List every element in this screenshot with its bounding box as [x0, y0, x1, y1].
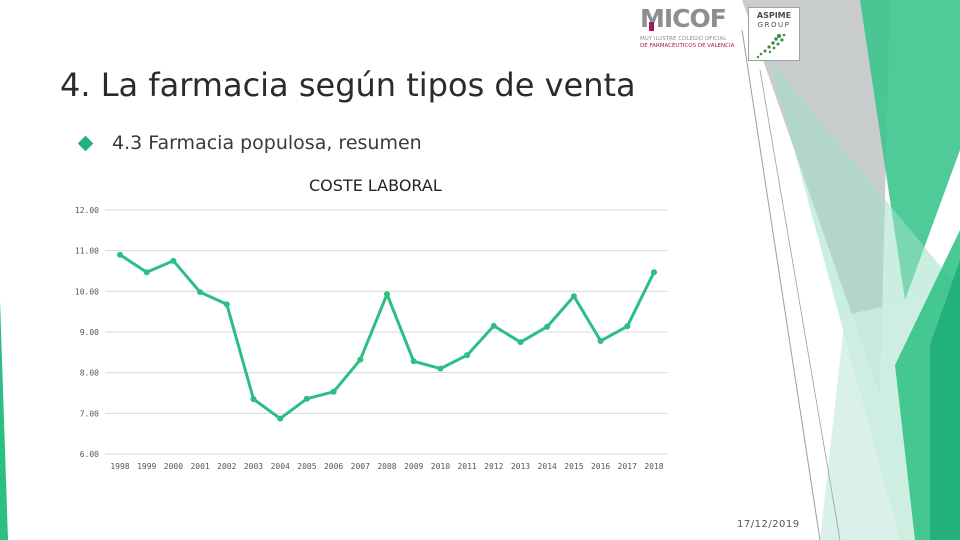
deco-line [759, 69, 841, 540]
y-tick-label: 8.00 [80, 369, 99, 378]
data-point [117, 251, 123, 258]
deco-line [741, 29, 821, 540]
x-tick-label: 2013 [511, 462, 530, 471]
x-tick-label: 2008 [377, 462, 396, 471]
x-tick-label: 1999 [137, 462, 156, 471]
micof-logo-dot [649, 22, 654, 31]
micof-logo: MICOF MUY ILUSTRE COLEGIO OFICIAL DE FAR… [640, 6, 740, 56]
deco-green-top [860, 0, 960, 300]
footer-date: 17/12/2019 [737, 519, 800, 530]
micof-logo-subtitle: MUY ILUSTRE COLEGIO OFICIAL DE FARMACÉUT… [640, 36, 740, 50]
data-point [624, 323, 631, 330]
aspime-logo: ASPIME GROUP [748, 7, 800, 61]
data-point [170, 257, 177, 264]
x-tick-label: 2000 [164, 462, 183, 471]
aspime-leaf-icon [756, 33, 786, 59]
x-tick-label: 2014 [538, 462, 557, 471]
data-point [384, 291, 390, 298]
data-point [303, 395, 310, 402]
data-point [277, 415, 284, 422]
data-point [250, 396, 257, 403]
data-point [437, 365, 444, 372]
x-tick-label: 2016 [591, 462, 610, 471]
y-tick-label: 10.00 [75, 287, 99, 296]
data-point [410, 358, 417, 365]
y-tick-label: 12.00 [75, 206, 99, 215]
data-point [517, 339, 524, 346]
x-tick-label: 2015 [564, 462, 583, 471]
y-tick-label: 11.00 [75, 247, 99, 256]
x-tick-label: 2002 [217, 462, 236, 471]
data-point [143, 269, 150, 276]
micof-logo-line2: DE FARMACÉUTICOS DE VALENCIA [640, 43, 735, 49]
x-tick-label: 2010 [431, 462, 450, 471]
x-tick-label: 2012 [484, 462, 503, 471]
data-point [197, 289, 204, 296]
deco-dark-right [930, 260, 960, 540]
x-tick-label: 2017 [618, 462, 637, 471]
x-tick-label: 2004 [271, 462, 290, 471]
data-point [490, 322, 497, 329]
slide-title: 4. La farmacia según tipos de venta [60, 66, 636, 104]
x-tick-label: 2011 [457, 462, 476, 471]
series-line [119, 253, 656, 421]
data-point [570, 293, 577, 300]
x-tick-label: 2003 [244, 462, 263, 471]
data-point [651, 269, 657, 276]
data-point [223, 301, 230, 308]
aspime-logo-group: GROUP [757, 21, 791, 29]
data-point [357, 356, 364, 363]
data-point [464, 352, 471, 359]
aspime-logo-wordmark: ASPIME [756, 11, 792, 20]
x-tick-label: 2005 [297, 462, 316, 471]
chart-title: COSTE LABORAL [309, 176, 442, 195]
data-point [597, 337, 604, 344]
x-tick-label: 1998 [110, 462, 129, 471]
data-point [330, 388, 337, 395]
x-tick-label: 2018 [644, 462, 663, 471]
slide-subtitle: 4.3 Farmacia populosa, resumen [112, 132, 422, 154]
y-tick-label: 9.00 [80, 328, 99, 337]
deco-left-edge [0, 300, 8, 540]
x-tick-label: 2007 [351, 462, 370, 471]
micof-logo-line1: MUY ILUSTRE COLEGIO OFICIAL [640, 36, 727, 42]
data-point [544, 323, 551, 330]
x-tick-label: 2006 [324, 462, 343, 471]
y-tick-label: 7.00 [80, 409, 99, 418]
x-tick-label: 2009 [404, 462, 423, 471]
micof-logo-wordmark: MICOF [640, 4, 727, 33]
x-tick-label: 2001 [190, 462, 209, 471]
y-tick-label: 6.00 [80, 450, 99, 459]
